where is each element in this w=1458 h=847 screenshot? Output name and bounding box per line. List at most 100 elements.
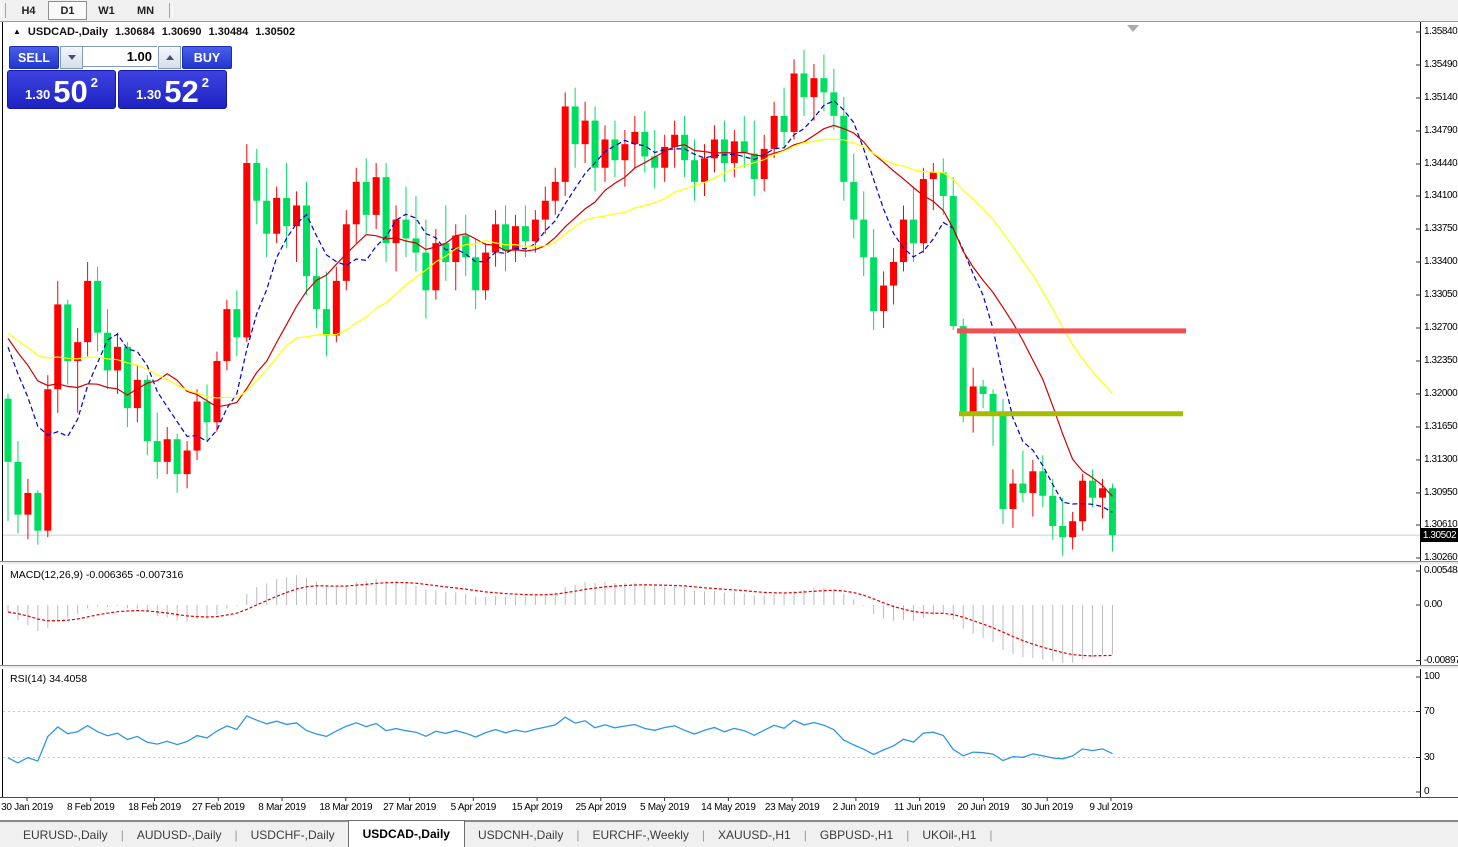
buy-price-pips: 52 [164,73,199,109]
current-price-tag: 1.30502 [1421,528,1458,543]
date-axis-label: 9 Jul 2019 [1089,802,1133,813]
date-axis-label: 27 Feb 2019 [191,802,245,813]
date-axis-label: 8 Feb 2019 [66,802,115,813]
macd-axis-label: 0.00 [1424,599,1442,610]
timeframe-button-h4[interactable]: H4 [21,4,36,17]
volume-decrease-button[interactable] [60,46,83,69]
price-axis-label: 1.34100 [1424,190,1458,202]
ohlc-open: 1.30684 [115,26,155,38]
tab-eurusd-daily[interactable]: EURUSD-,Daily [23,827,108,842]
price-axis-label: 1.31300 [1424,453,1458,465]
price-axis-label: 1.35840 [1424,26,1458,37]
date-axis-label: 18 Feb 2019 [128,802,181,813]
timeframe-toolbar: H4 D1 W1 MN [0,0,1458,22]
price-axis-label: 1.32700 [1424,321,1458,333]
arrow-up-icon [165,55,174,60]
date-axis-label: 30 Jun 2019 [1021,802,1074,813]
timeframe-button-d1[interactable]: D1 [48,1,87,20]
timeframe-button-w1[interactable]: W1 [98,4,115,17]
rsi-axis-label: 0 [1424,786,1430,797]
price-axis-label: 1.32000 [1424,387,1458,399]
chart-title: ▲ USDCAD-,Daily 1.30684 1.30690 1.30484 … [13,26,295,38]
arrow-down-icon [67,55,76,60]
price-axis-label: 1.31650 [1424,420,1458,432]
sell-price-pips: 50 [53,73,88,109]
price-axis-label: 1.33050 [1424,288,1458,300]
tab-audusd-daily[interactable]: AUDUSD-,Daily [136,827,222,842]
price-axis-label: 1.33750 [1424,223,1458,234]
macd-axis-label: 0.005484 [1424,564,1458,576]
main-macd-divider[interactable] [0,561,1458,565]
sell-price-prefix: 1.30 [24,87,51,102]
tab-eurchf-weekly[interactable]: EURCHF-,Weekly [592,827,689,842]
date-axis-label: 14 May 2019 [701,802,756,813]
chart-symbol-label: USDCAD-,Daily [27,26,108,38]
macd-rsi-divider[interactable] [0,665,1458,669]
buy-price-point: 2 [201,75,210,90]
ohlc-high: 1.30690 [161,26,202,38]
price-axis-label: 1.34790 [1424,124,1458,136]
tab-usdcnh-daily[interactable]: USDCNH-,Daily [477,827,564,842]
tab-separator: | [120,827,124,842]
date-axis-label: 20 Jun 2019 [957,802,1010,813]
toolbar-grip[interactable] [1,3,6,18]
date-axis-label: 11 Jun 2019 [894,802,946,813]
tab-separator: | [234,827,238,842]
date-axis-label: 30 Jan 2019 [1,802,53,813]
toolbar-separator [169,3,173,18]
price-axis-label: 1.35490 [1424,58,1458,70]
tab-usdcad-daily[interactable]: USDCAD-,Daily [347,819,465,847]
price-axis-label: 1.35140 [1424,91,1458,103]
rsi-axis-label: 70 [1424,705,1435,717]
tab-gbpusd-h1[interactable]: GBPUSD-,H1 [819,827,894,842]
tab-xauusd-h1[interactable]: XAUUSD-,H1 [718,827,791,842]
buy-price-prefix: 1.30 [135,87,162,102]
price-axis-label: 1.33400 [1424,256,1458,267]
date-axis-label: 5 May 2019 [639,802,690,813]
tab-separator: | [906,827,910,842]
sell-button[interactable]: SELL [9,46,59,69]
date-axis-label: 8 Mar 2019 [258,802,306,813]
one-click-trade-panel: SELL BUY [9,46,232,69]
chart-shift-marker-icon[interactable] [1127,25,1139,32]
date-axis-label: 2 Jun 2019 [832,802,880,813]
tab-separator: | [701,827,706,842]
price-axis-label: 1.30610 [1424,519,1458,530]
rsi-axis-label: 100 [1424,671,1440,682]
price-axis-label: 1.34440 [1424,157,1458,169]
tab-separator: | [576,827,580,842]
timeframe-buttons: H4 D1 W1 MN [9,1,165,20]
sell-price-box[interactable]: 1.30 50 2 [7,70,116,109]
volume-input[interactable] [83,46,157,67]
tab-separator: | [989,827,993,842]
ohlc-low: 1.30484 [208,26,249,38]
rsi-label: RSI(14) 34.4058 [10,673,88,685]
date-axis-label: 23 May 2019 [764,802,820,813]
tab-ukoil-h1[interactable]: UKOil-,H1 [922,827,977,842]
price-axis-label: 1.30260 [1424,551,1458,563]
date-axis-label: 18 Mar 2019 [319,802,373,813]
date-axis-label: 5 Apr 2019 [450,802,497,813]
chart-window-top-frame [0,21,1458,22]
collapse-arrow-icon[interactable]: ▲ [13,27,21,36]
buy-button[interactable]: BUY [182,46,232,69]
price-axis-label: 1.30950 [1424,486,1458,498]
macd-axis-label: -0.00897 [1424,654,1458,666]
volume-increase-button[interactable] [158,46,181,69]
window-bottom-frame [0,820,1458,822]
date-axis-label: 25 Apr 2019 [575,802,627,813]
timeframe-button-mn[interactable]: MN [136,4,155,17]
price-axis-label: 1.32350 [1424,354,1458,366]
chart-tab-bar: EURUSD-,Daily | AUDUSD-,Daily | USDCHF-,Dail… [0,819,1458,847]
rsi-axis-label: 30 [1424,751,1435,763]
tab-separator: | [803,827,807,842]
tab-usdchf-daily[interactable]: USDCHF-,Daily [250,827,335,842]
macd-label: MACD(12,26,9) -0.006365 -0.007316 [10,569,184,581]
date-axis-label: 27 Mar 2019 [383,802,436,813]
buy-price-box[interactable]: 1.30 52 2 [118,70,227,109]
ohlc-close: 1.30502 [255,26,296,38]
date-axis-label: 15 Apr 2019 [511,802,563,813]
rsi-bottom-frame [0,797,1458,798]
